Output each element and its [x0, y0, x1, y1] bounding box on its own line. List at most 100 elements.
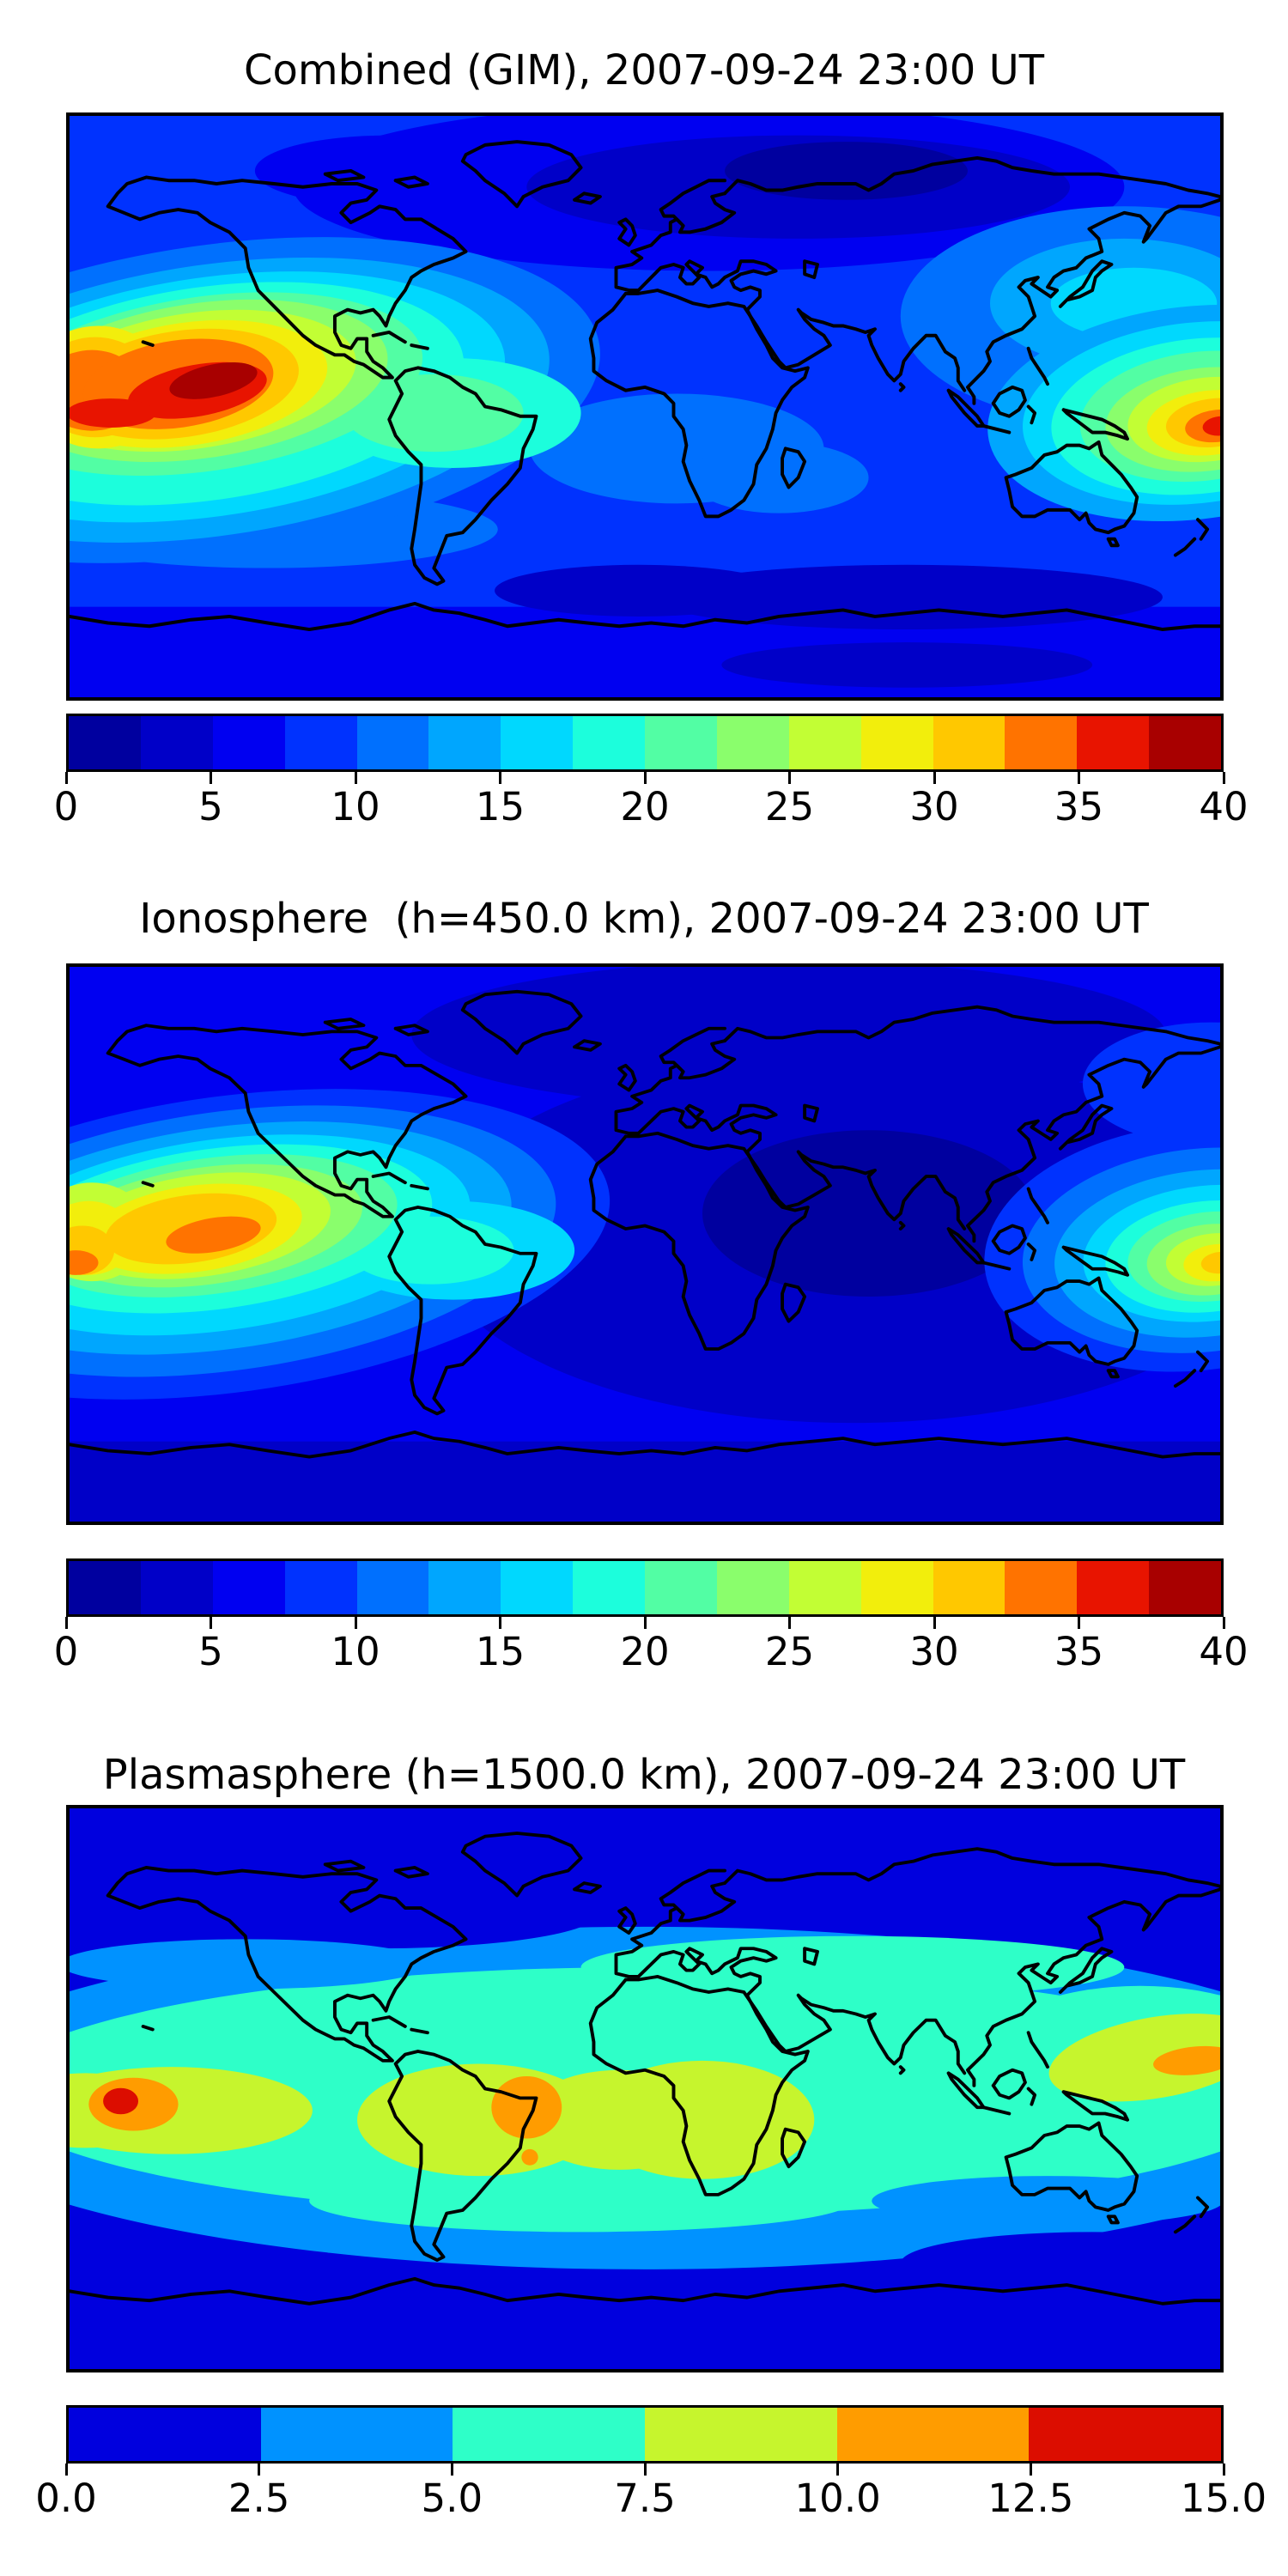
- contour-band: [690, 441, 869, 513]
- colorbar-segment: [453, 2408, 646, 2461]
- coastline-path: [723, 155, 1220, 199]
- colorbar-segment: [140, 716, 213, 769]
- coastline-path: [617, 1063, 637, 1092]
- coastline-path: [781, 2127, 807, 2169]
- coastline-path: [1173, 537, 1197, 557]
- coastline-path: [617, 1906, 637, 1935]
- coastline-path: [573, 1881, 602, 1894]
- colorbar-tick-label: 30: [909, 784, 959, 829]
- colorbar-segment: [933, 716, 1005, 769]
- colorbar-tick: [933, 772, 936, 784]
- coastline-path: [965, 197, 1220, 405]
- coastline-path: [803, 1947, 819, 1966]
- colorbar-tick-label: 0.0: [35, 2476, 97, 2521]
- colorbar-segment: [573, 1561, 645, 1614]
- colorbar-tick: [64, 2464, 68, 2476]
- colorbar-segment: [1077, 1561, 1150, 1614]
- coastline-path: [1195, 518, 1210, 541]
- contour-band: [254, 135, 524, 207]
- colorbar-segment: [501, 716, 574, 769]
- panel3-colorbar-ticks: [64, 2464, 1225, 2476]
- panel3-contour-field: [70, 1808, 1220, 2369]
- colorbar-segment: [284, 1561, 357, 1614]
- contour-band: [1202, 416, 1220, 436]
- coastline-path: [991, 2068, 1027, 2100]
- colorbar-segment: [645, 1561, 717, 1614]
- contour-band: [347, 1216, 514, 1285]
- panel2-colorbar-ticks: [64, 1617, 1225, 1629]
- colorbar-segment: [69, 1561, 141, 1614]
- coastline-path: [659, 1868, 727, 1913]
- panel1-colorbar: [66, 714, 1224, 772]
- contour-band: [725, 142, 968, 200]
- coastline-path: [981, 1261, 1012, 1271]
- coastline-path: [1106, 1369, 1120, 1379]
- colorbar-segment: [716, 716, 789, 769]
- panel2-colorbar-labels: 0 5 10 15 20 25 30 35 40: [54, 1629, 1249, 1677]
- coastline-path: [659, 179, 727, 225]
- colorbar-tick-label: 20: [620, 784, 670, 829]
- colorbar-segment: [573, 716, 645, 769]
- colorbar-segment: [356, 1561, 429, 1614]
- contour-band: [309, 2169, 853, 2233]
- colorbar-segment: [501, 1561, 574, 1614]
- colorbar-tick: [643, 1617, 647, 1629]
- colorbar-tick: [499, 772, 501, 784]
- colorbar-tick-label: 10: [331, 1629, 380, 1674]
- contour-band: [169, 362, 258, 399]
- colorbar-tick-label: 40: [1199, 1629, 1249, 1674]
- colorbar-segment: [1077, 716, 1150, 769]
- contour-band: [1153, 2045, 1220, 2075]
- panel1-map: [66, 112, 1224, 701]
- coastline-path: [1173, 2215, 1197, 2234]
- colorbar-tick: [1029, 2464, 1032, 2476]
- coastline-path: [106, 1024, 468, 1218]
- coastline-path: [371, 331, 407, 344]
- coastline-path: [1106, 537, 1120, 548]
- coastline-path: [1195, 2196, 1210, 2219]
- contour-band: [70, 1939, 431, 1990]
- coastline-path: [1061, 408, 1130, 441]
- colorbar-tick-label: 10.0: [794, 2476, 881, 2521]
- contour-band: [344, 374, 524, 453]
- colorbar-tick: [643, 772, 647, 784]
- colorbar-tick: [1222, 1617, 1225, 1629]
- coastline-path: [898, 2065, 906, 2075]
- colorbar-tick-label: 25: [764, 1629, 815, 1674]
- contour-band: [521, 2148, 538, 2166]
- coastline-path: [588, 1131, 810, 1351]
- colorbar-tick-label: 2.5: [228, 2476, 290, 2521]
- contour-band: [166, 1216, 261, 1254]
- panel2-contour-field: [70, 967, 1220, 1522]
- coastline-path: [70, 1431, 1220, 1459]
- colorbar-tick: [1078, 772, 1080, 784]
- coastline-path: [460, 140, 583, 209]
- coastline-path: [393, 1866, 429, 1879]
- panel1-title: Combined (GIM), 2007-09-24 23:00 UT: [243, 46, 1045, 94]
- coastline-path: [387, 1206, 538, 1416]
- colorbar-tick: [643, 2464, 647, 2476]
- colorbar-tick-label: 35: [1054, 784, 1104, 829]
- coastline-path: [1058, 1103, 1114, 1151]
- coastline-path: [981, 2105, 1012, 2116]
- colorbar-tick-label: 5.0: [421, 2476, 483, 2521]
- coastline-path: [1026, 404, 1037, 425]
- colorbar-segment: [428, 716, 501, 769]
- contour-band: [70, 398, 156, 428]
- colorbar-segment: [356, 716, 429, 769]
- coastline-path: [723, 1847, 1220, 1888]
- colorbar-segment: [860, 716, 933, 769]
- coastline-path: [323, 1859, 366, 1873]
- coastlines: [70, 989, 1220, 1459]
- panel2-colorbar: [66, 1558, 1224, 1617]
- colorbar-tick: [836, 2464, 840, 2476]
- colorbar-segment: [645, 716, 717, 769]
- contour-band: [1048, 2014, 1220, 2102]
- contour-band: [900, 2232, 1220, 2294]
- contour-band: [872, 2176, 1220, 2227]
- colorbar-tick: [788, 1617, 791, 1629]
- colorbar-segment: [1005, 1561, 1078, 1614]
- colorbar-segment: [1149, 716, 1221, 769]
- contour-band: [491, 2075, 562, 2139]
